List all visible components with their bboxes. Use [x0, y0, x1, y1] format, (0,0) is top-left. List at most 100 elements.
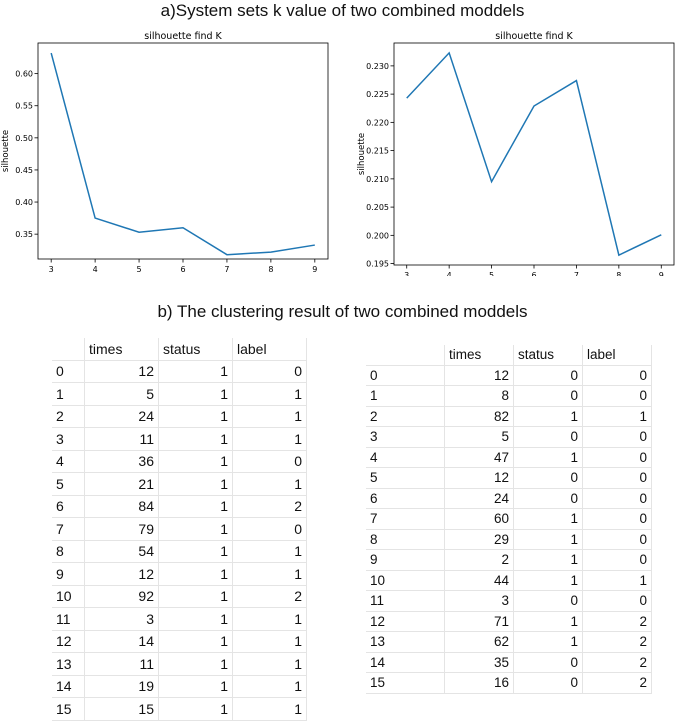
y-tick-label: 0.205	[366, 203, 389, 212]
table-cell-label: 2	[232, 495, 307, 518]
table-cell-times: 47	[444, 447, 514, 468]
table-cell-label: 2	[582, 611, 652, 632]
table-row: 2 24 1 1	[52, 405, 307, 428]
column-header: label	[582, 345, 652, 366]
table-cell-status: 1	[158, 607, 233, 631]
table-row: 0 12 1 0	[52, 360, 307, 383]
table-cell-status: 1	[158, 630, 233, 653]
table-cell-times: 12	[444, 467, 514, 489]
row-index: 15	[52, 697, 85, 721]
table-cell-status: 1	[513, 631, 583, 653]
table-cell-times: 14	[84, 630, 159, 653]
row-index: 0	[366, 365, 445, 386]
table-cell-times: 11	[84, 652, 159, 676]
table-cell-status: 0	[513, 488, 583, 509]
table-cell-label: 1	[232, 382, 307, 406]
row-index: 6	[366, 488, 445, 509]
table-cell-label: 2	[582, 631, 652, 653]
x-tick-label: 7	[224, 265, 229, 274]
row-index: 12	[366, 611, 445, 632]
row-index: 8	[366, 529, 445, 550]
silhouette-series-line	[406, 51, 662, 257]
table-row: 15 15 1 1	[52, 697, 307, 721]
row-index: 4	[52, 450, 85, 473]
table-cell-status: 0	[513, 467, 583, 489]
row-index: 12	[52, 630, 85, 653]
table-header-row: times status label	[366, 345, 652, 366]
table-cell-status: 0	[513, 426, 583, 448]
table-cell-status: 0	[513, 365, 583, 386]
silhouette-chart-1: silhouette find K silhouette 3 4 5 6 7 8 9 0.35 0.…	[1, 31, 329, 274]
table-row: 11 3 0 0	[366, 590, 652, 612]
table-cell-label: 0	[582, 529, 652, 550]
heading-a: a)System sets k value of two combined mo…	[160, 1, 525, 20]
y-axis-label: silhouette	[1, 130, 11, 172]
x-tick-label: 4	[447, 271, 452, 276]
table-row: 5 21 1 1	[52, 472, 307, 496]
table-cell-times: 44	[444, 570, 514, 591]
y-tick-label: 0.225	[366, 90, 389, 99]
table-cell-label: 1	[232, 675, 307, 698]
table-cell-label: 1	[232, 540, 307, 563]
table-cell-status: 1	[513, 570, 583, 591]
table-cell-status: 1	[158, 517, 233, 541]
table-row: 9 12 1 1	[52, 562, 307, 586]
y-tick-label: 0.230	[366, 62, 389, 71]
table-cell-label: 1	[232, 427, 307, 451]
row-index: 4	[366, 447, 445, 468]
x-tick-label: 9	[659, 271, 664, 276]
x-tick-label: 3	[49, 265, 54, 274]
row-index: 13	[52, 652, 85, 676]
table-cell-label: 0	[582, 590, 652, 612]
table-row: 8 54 1 1	[52, 540, 307, 563]
x-tick-label: 7	[574, 271, 579, 276]
row-index: 2	[366, 406, 445, 427]
cluster-result-table-2: times status label 0 12 0 0 1 8 0 0 2 82 1 1 3 5 0 0 4 47 1 0…	[366, 345, 652, 694]
table-cell-label: 1	[232, 630, 307, 653]
table-cell-label: 1	[232, 562, 307, 586]
row-index: 1	[52, 382, 85, 406]
table-row: 3 11 1 1	[52, 427, 307, 451]
table-cell-label: 0	[582, 385, 652, 407]
table-cell-times: 19	[84, 675, 159, 698]
table-cell-times: 15	[84, 697, 159, 721]
row-index: 3	[366, 426, 445, 448]
row-index: 9	[52, 562, 85, 586]
table-cell-times: 12	[84, 562, 159, 586]
table-cell-times: 12	[444, 365, 514, 386]
row-index: 14	[52, 675, 85, 698]
x-tick-label: 8	[268, 265, 273, 274]
table-cell-status: 1	[158, 382, 233, 406]
row-index: 8	[52, 540, 85, 563]
table-cell-label: 1	[582, 406, 652, 427]
table-cell-status: 0	[513, 652, 583, 673]
table-row: 13 11 1 1	[52, 652, 307, 676]
table-row: 10 44 1 1	[366, 570, 652, 591]
y-tick-label: 0.40	[15, 198, 33, 207]
table-cell-label: 1	[582, 570, 652, 591]
table-row: 2 82 1 1	[366, 406, 652, 427]
table-cell-label: 0	[582, 426, 652, 448]
table-row: 7 79 1 0	[52, 517, 307, 541]
row-index: 14	[366, 652, 445, 673]
table-cell-times: 24	[84, 405, 159, 428]
table-row: 6 84 1 2	[52, 495, 307, 518]
y-tick-label: 0.55	[15, 102, 33, 111]
table-cell-status: 1	[158, 697, 233, 721]
x-tick-label: 3	[404, 271, 409, 276]
table-cell-label: 1	[232, 697, 307, 721]
table-cell-status: 1	[513, 611, 583, 632]
table-cell-label: 0	[582, 508, 652, 530]
row-index: 3	[52, 427, 85, 451]
table-cell-status: 0	[513, 672, 583, 694]
table-row: 15 16 0 2	[366, 672, 652, 694]
table-row: 10 92 1 2	[52, 585, 307, 608]
column-header	[366, 345, 445, 366]
table-cell-label: 0	[232, 517, 307, 541]
row-index: 11	[366, 590, 445, 612]
table-cell-times: 16	[444, 672, 514, 694]
row-index: 5	[366, 467, 445, 489]
